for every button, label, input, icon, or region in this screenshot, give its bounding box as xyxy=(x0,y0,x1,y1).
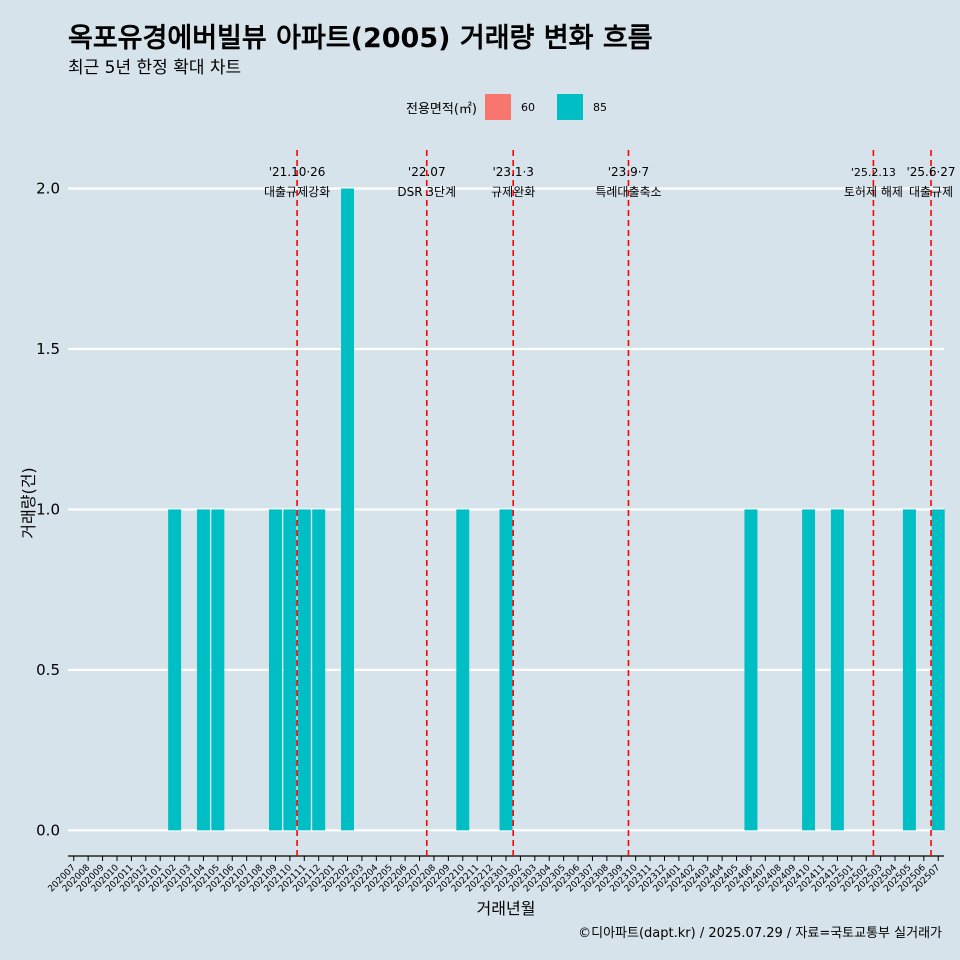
bar-85-202410 xyxy=(802,509,816,831)
bar-85-202112 xyxy=(312,509,326,831)
bar-85-202301 xyxy=(499,509,513,831)
y-tick-label: 1.0 xyxy=(36,500,60,518)
y-axis-title: 거래량(건) xyxy=(19,467,38,538)
bar-85-202210 xyxy=(456,509,470,831)
event-name-label: 토허제 해제 xyxy=(844,185,903,199)
y-tick-label: 0.0 xyxy=(36,821,60,839)
x-axis-title: 거래년월 xyxy=(477,899,536,918)
chart-title: 옥포유경에버빌뷰 아파트(2005) 거래량 변화 흐름 xyxy=(68,23,653,54)
event-date-label: '23.1·3 xyxy=(492,165,533,179)
legend-key-85 xyxy=(556,94,583,120)
y-tick-label: 2.0 xyxy=(36,180,60,198)
bar-85-202412 xyxy=(830,509,844,831)
event-name-label: 규제완화 xyxy=(491,185,535,199)
event-date-label: '21.10·26 xyxy=(269,165,326,179)
event-date-label: '23.9·7 xyxy=(608,165,649,179)
event-name-label: DSR 3단계 xyxy=(397,185,456,199)
bar-85-202104 xyxy=(196,509,210,831)
event-name-label: 대출규제강화 xyxy=(264,185,330,199)
legend-title: 전용면적(㎡) xyxy=(406,101,477,117)
bar-85-202505 xyxy=(902,509,916,831)
bar-85-202507 xyxy=(931,509,945,831)
chart-subtitle: 최근 5년 한정 확대 차트 xyxy=(68,58,242,78)
legend: 전용면적(㎡) 60 85 xyxy=(406,93,629,121)
event-date-label: '22.07 xyxy=(408,165,446,179)
legend-label-85: 85 xyxy=(592,100,607,114)
event-name-label: 특례대출축소 xyxy=(595,185,661,199)
source-caption: ©디아파트(dapt.kr) / 2025.07.29 / 자료=국토교통부 실… xyxy=(578,926,942,941)
y-tick-label: 0.5 xyxy=(36,661,60,679)
event-date-label: '25.6·27 xyxy=(906,165,955,179)
event-name-label: 대출규제 xyxy=(909,185,953,199)
bar-85-202202 xyxy=(341,188,354,831)
legend-label-60: 60 xyxy=(520,100,535,114)
bar-85-202111 xyxy=(297,509,311,831)
bar-85-202110 xyxy=(283,509,297,831)
bar-85-202406 xyxy=(744,509,758,831)
bar-85-202102 xyxy=(168,509,182,831)
legend-key-60 xyxy=(484,94,511,120)
y-tick-label: 1.5 xyxy=(36,340,60,358)
event-date-label: '25.2.13 xyxy=(851,166,896,179)
bar-85-202105 xyxy=(211,509,225,831)
bar-85-202109 xyxy=(268,509,282,831)
